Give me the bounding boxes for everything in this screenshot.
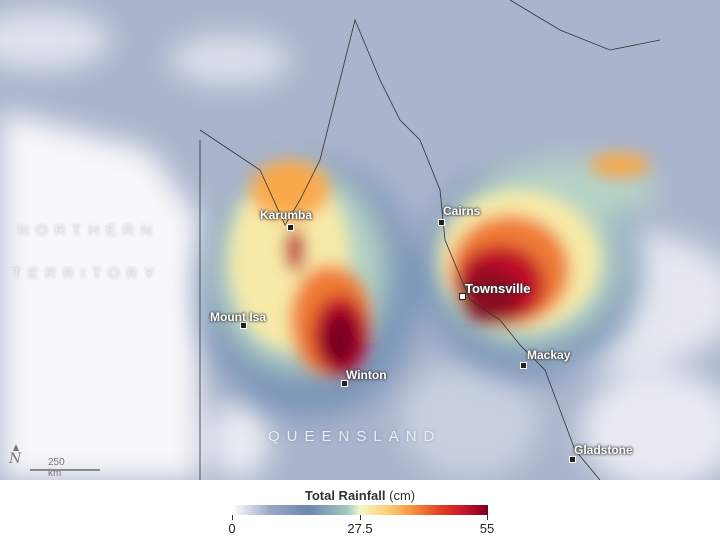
city-label-cairns: Cairns [443,204,481,218]
legend-tick-label-max: 55 [479,521,495,536]
city-label-mackay: Mackay [527,348,571,362]
city-label-winton: Winton [346,368,387,382]
city-label-gladstone: Gladstone [574,443,633,457]
north-arrow-icon [13,444,19,451]
scale-bar [30,469,100,471]
legend-unit: (cm) [389,488,416,503]
city-marker-gladstone [569,456,576,463]
legend-tick-label-min: 0 [228,521,236,536]
legend-tick-label-mid: 27.5 [347,521,373,536]
legend-tick [487,515,488,520]
scale-label: 250 km [48,457,65,479]
region-label-northern: NORTHERN [18,222,159,239]
legend-color-bar [232,505,488,515]
legend-tick [360,515,361,520]
region-label-territory: TERRITORY [12,265,162,282]
city-label-mount-isa: Mount Isa [210,310,266,324]
coastline-and-borders [199,0,661,480]
heavy-rain-areas [230,153,650,375]
city-label-townsville: Townsville [465,281,531,296]
legend-title-text: Total Rainfall [304,488,386,503]
city-marker-mount-isa [240,322,247,329]
region-label-queensland: QUEENSLAND [268,428,442,445]
rainfall-map [0,0,720,480]
city-marker-cairns [438,219,445,226]
north-label: N [9,451,22,467]
legend-tick [232,515,233,520]
city-label-karumba: Karumba [260,208,313,222]
legend: Total Rainfall (cm) 0 27.5 55 [0,480,720,545]
city-marker-karumba [287,224,294,231]
city-marker-mackay [520,362,527,369]
city-marker-townsville [459,293,466,300]
legend-title: Total Rainfall (cm) [0,488,720,503]
city-marker-winton [341,380,348,387]
